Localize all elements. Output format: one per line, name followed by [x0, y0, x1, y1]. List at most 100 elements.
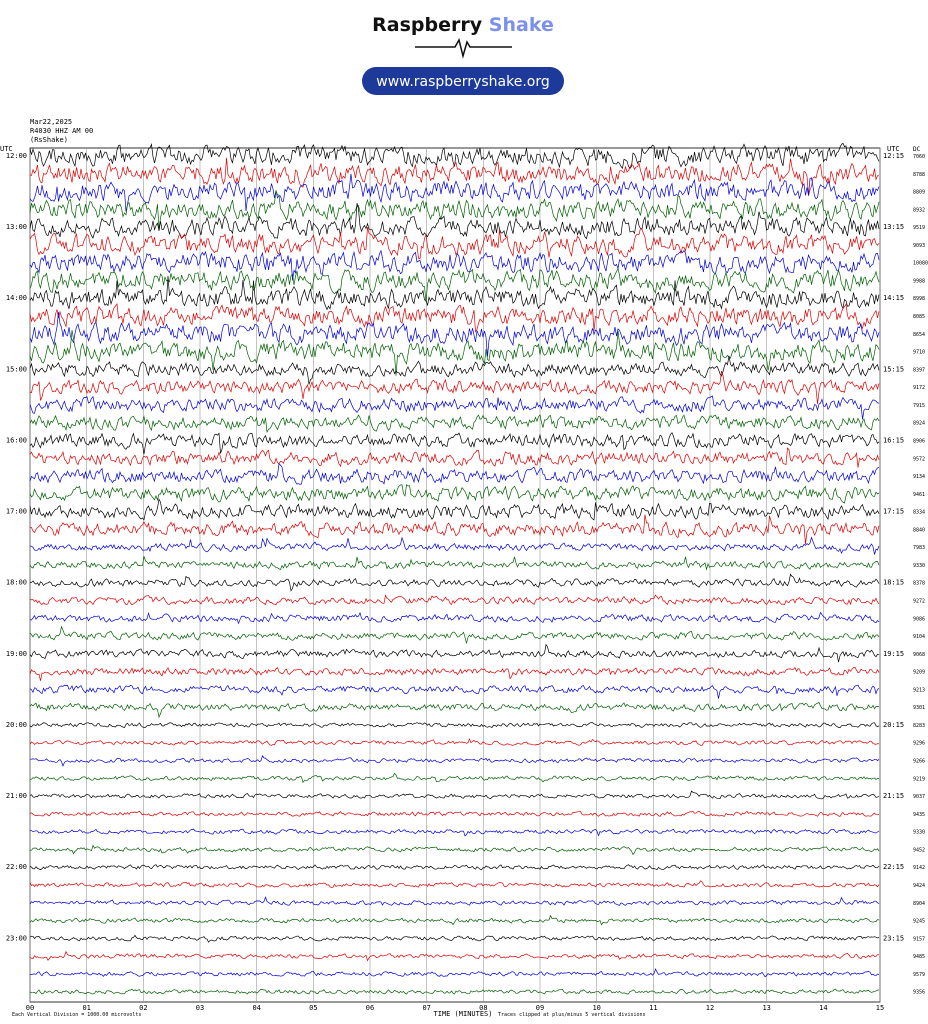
right-time-label: 23:15	[883, 934, 904, 942]
trace	[29, 864, 880, 871]
trace	[29, 896, 880, 906]
trace	[29, 311, 880, 357]
dc-value: 8378	[913, 581, 925, 587]
dc-value: 9245	[913, 919, 925, 925]
trace	[29, 722, 880, 729]
dc-value: 9093	[913, 243, 925, 249]
dc-value: 8654	[913, 332, 925, 338]
dc-value: 9579	[913, 972, 925, 978]
dc-value: 9086	[913, 616, 925, 622]
trace	[29, 968, 880, 978]
trace	[29, 988, 880, 995]
trace	[29, 666, 880, 681]
dc-value: 9104	[913, 634, 925, 640]
plot	[29, 142, 881, 1003]
left-time-label: 23:00	[6, 934, 27, 942]
x-tick-label: 10	[592, 1004, 600, 1012]
trace	[29, 414, 880, 433]
plot-frame	[29, 147, 881, 1003]
trace	[29, 790, 880, 800]
trace	[29, 737, 880, 746]
dc-value: 8906	[913, 438, 925, 444]
left-time-label: 17:00	[6, 508, 27, 516]
dc-value: 9068	[913, 652, 925, 658]
dc-value: 9572	[913, 456, 925, 462]
trace	[29, 249, 880, 281]
dc-value: 8904	[913, 901, 925, 907]
dc-value: 9266	[913, 759, 925, 765]
x-tick-label: 07	[422, 1004, 430, 1012]
right-time-label: 14:15	[883, 294, 904, 302]
trace	[29, 594, 880, 606]
trace	[29, 611, 880, 625]
dc-label: DC	[913, 146, 921, 153]
left-time-label: 13:00	[6, 223, 27, 231]
dc-value: 8840	[913, 527, 925, 533]
dc-value: 9461	[913, 492, 925, 498]
trace	[29, 950, 880, 962]
trace	[29, 267, 880, 302]
trace	[29, 484, 880, 504]
trace	[29, 157, 880, 196]
right-time-label: 12:15	[883, 152, 904, 160]
x-tick-label: 09	[536, 1004, 544, 1012]
dc-value: 9330	[913, 830, 925, 836]
right-time-label: 21:15	[883, 792, 904, 800]
right-time-label: 22:15	[883, 863, 904, 871]
dc-value: 9272	[913, 599, 925, 605]
right-zone: UTC	[887, 145, 900, 153]
x-tick-label: 15	[876, 1004, 884, 1012]
right-time-label: 17:15	[883, 508, 904, 516]
trace	[29, 810, 880, 817]
trace	[29, 914, 880, 926]
trace	[29, 934, 880, 943]
url: www.raspberryshake.org	[376, 74, 549, 90]
left-zone: UTC	[0, 145, 13, 153]
station-network: (RsShake)	[30, 136, 68, 144]
dc-value: 9301	[913, 705, 925, 711]
scale-note: Each Vertical Division = 1000.00 microvo…	[12, 1012, 141, 1018]
trace	[29, 880, 880, 888]
dc-value: 8809	[913, 190, 925, 196]
trace	[29, 556, 880, 571]
dc-value: 9988	[913, 278, 925, 284]
x-tick-label: 00	[26, 1004, 34, 1012]
dc-value: 9142	[913, 865, 925, 871]
dc-value: 7915	[913, 403, 925, 409]
dc-value: 9452	[913, 847, 925, 853]
dc-value: 9037	[913, 794, 925, 800]
trace	[29, 275, 880, 311]
trace	[29, 536, 880, 555]
right-time-label: 15:15	[883, 365, 904, 373]
left-time-label: 12:00	[6, 152, 27, 160]
trace	[29, 203, 880, 240]
trace	[29, 190, 880, 230]
x-tick-label: 12	[706, 1004, 714, 1012]
right-time-label: 16:15	[883, 436, 904, 444]
dc-value: 9485	[913, 954, 925, 960]
trace	[29, 227, 880, 260]
dc-value: 8397	[913, 367, 925, 373]
dc-value: 9134	[913, 474, 925, 480]
trace	[29, 173, 880, 212]
dc-value: 9209	[913, 670, 925, 676]
dc-value: 7983	[913, 545, 925, 551]
url-pill	[362, 67, 564, 95]
x-tick-label: 05	[309, 1004, 317, 1012]
dc-value: 9219	[913, 776, 925, 782]
station-channel: R4030 HHZ AM 00	[30, 127, 93, 135]
trace	[29, 395, 880, 420]
x-tick-label: 06	[366, 1004, 374, 1012]
left-time-label: 14:00	[6, 294, 27, 302]
trace	[29, 432, 880, 455]
brand: Raspberry Shake	[372, 14, 554, 36]
station-date: Mar22,2025	[30, 118, 72, 126]
dc-value: 8085	[913, 314, 925, 320]
dc-value: 10080	[913, 261, 928, 267]
trace	[29, 498, 880, 521]
trace	[29, 142, 880, 170]
x-tick-label: 04	[252, 1004, 260, 1012]
dc-value: 9356	[913, 990, 925, 996]
clip-note: Traces clipped at plus/minus 5 vertical …	[498, 1012, 646, 1018]
x-tick-label: 01	[82, 1004, 90, 1012]
